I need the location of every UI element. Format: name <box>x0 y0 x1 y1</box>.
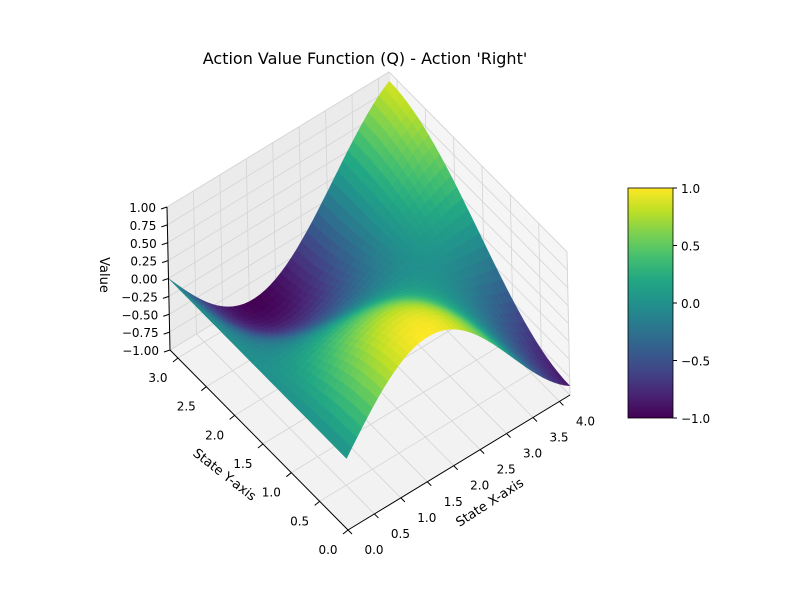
x-axis-ticks: 0.0 0.5 1.0 1.5 2.0 2.5 3.0 3.5 4.0 <box>347 401 595 557</box>
x-tick-label: 2.5 <box>497 463 516 477</box>
y-tick-mark <box>314 500 320 506</box>
x-tick-label: 0.5 <box>391 527 410 541</box>
z-axis-ticks: −1.00 −0.75 −0.50 −0.25 0.00 0.25 0.50 0.75 1.00 <box>121 201 171 358</box>
z-tick-mark <box>161 242 168 246</box>
x-tick-label: 3.0 <box>523 447 542 461</box>
grid-line-y <box>291 337 514 474</box>
z-tick-mark <box>161 260 169 264</box>
x-tick-mark <box>347 529 353 535</box>
x-tick-label: 1.0 <box>417 511 436 525</box>
z-tick-label: −1.00 <box>122 344 159 358</box>
x-tick-label: 1.5 <box>444 495 463 509</box>
surface-facet <box>340 442 352 459</box>
x-tick-mark <box>374 513 379 519</box>
z-tick-mark <box>163 313 170 317</box>
colorbar-tick-label: −1.0 <box>681 412 710 426</box>
z-tick-label: 0.00 <box>131 273 158 287</box>
y-tick-mark <box>172 357 179 363</box>
surface-plot <box>168 80 571 459</box>
x-tick-label: 0.0 <box>364 543 383 557</box>
colorbar-gradient <box>627 187 674 419</box>
x-tick-mark <box>479 449 485 454</box>
grid-line-z <box>167 89 390 226</box>
z-tick-mark <box>160 206 168 210</box>
x-tick-mark <box>426 481 432 487</box>
x-axis-label: State X-axis <box>453 476 526 531</box>
z-tick-label: 0.50 <box>130 237 157 251</box>
z-tick-mark <box>163 349 171 353</box>
y-tick-label: 2.5 <box>177 400 196 414</box>
z-tick-label: −0.25 <box>121 290 158 304</box>
z-tick-label: 1.00 <box>129 201 156 215</box>
y-tick-mark <box>342 529 349 535</box>
y-tick-label: 3.0 <box>148 371 167 385</box>
grid-line-z <box>167 107 390 244</box>
x-tick-mark <box>453 465 459 471</box>
y-tick-mark <box>229 414 235 420</box>
z-tick-label: −0.75 <box>122 326 159 340</box>
colorbar-ticks: −1.0 −0.5 0.0 0.5 1.0 <box>673 182 710 426</box>
y-tick-label: 0.0 <box>318 543 337 557</box>
grid-line-x <box>196 333 375 515</box>
y-axis-ticks: 0.0 0.5 1.0 1.5 2.0 2.5 3.0 <box>148 357 349 557</box>
x-tick-label: 3.5 <box>549 431 568 445</box>
z-axis-label: Value <box>96 257 111 293</box>
x-tick-label: 4.0 <box>576 414 595 428</box>
colorbar: −1.0 −0.5 0.0 0.5 1.0 <box>627 182 710 426</box>
y-tick-label: 2.0 <box>205 428 224 442</box>
x-tick-mark <box>400 497 406 503</box>
colorbar-tick-label: 0.5 <box>681 240 700 254</box>
chart-title: Action Value Function (Q) - Action 'Righ… <box>203 49 528 68</box>
z-tick-mark <box>161 224 168 228</box>
y-tick-mark <box>285 472 292 478</box>
z-tick-label: 0.75 <box>130 219 157 233</box>
x-tick-label: 2.0 <box>470 479 489 493</box>
colorbar-tick-label: 1.0 <box>681 182 700 196</box>
z-tick-label: 0.25 <box>130 255 157 269</box>
z-tick-mark <box>162 278 169 281</box>
y-tick-label: 0.5 <box>290 514 309 528</box>
z-tick-mark <box>163 331 170 335</box>
y-tick-mark <box>257 443 264 449</box>
x-tick-mark <box>506 433 511 438</box>
x-tick-mark <box>532 417 538 422</box>
y-tick-label: 1.5 <box>233 457 252 471</box>
y-tick-mark <box>200 386 207 392</box>
colorbar-tick-label: −0.5 <box>681 355 710 369</box>
x-tick-mark <box>559 401 564 406</box>
grid-line-z <box>388 71 568 253</box>
colorbar-tick-label: 0.0 <box>681 297 700 311</box>
y-tick-label: 1.0 <box>262 486 281 500</box>
grid-line-y <box>319 365 542 502</box>
z-tick-mark <box>162 295 170 299</box>
y-axis-label: State Y-axis <box>190 446 259 505</box>
y-axis-line <box>169 349 349 531</box>
grid-line-z <box>166 71 390 208</box>
z-tick-label: −0.50 <box>121 308 158 322</box>
